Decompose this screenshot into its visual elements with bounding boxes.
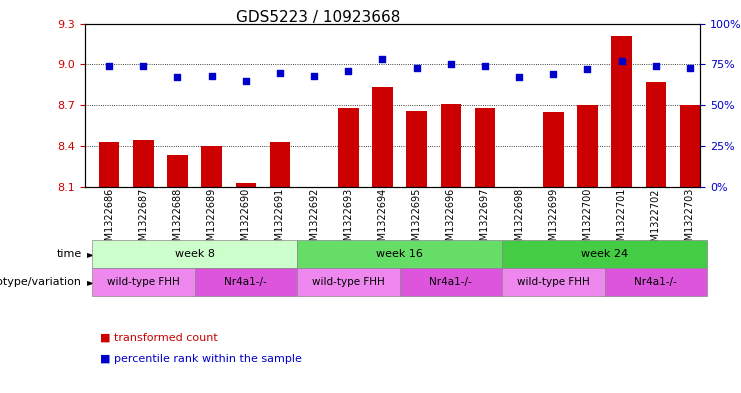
Point xyxy=(684,64,696,71)
Point xyxy=(171,74,183,81)
Point xyxy=(445,61,456,68)
Bar xyxy=(270,142,290,187)
Text: week 24: week 24 xyxy=(581,249,628,259)
Point xyxy=(650,63,662,69)
Bar xyxy=(441,104,461,187)
Point xyxy=(616,58,628,64)
Point xyxy=(137,63,149,69)
Bar xyxy=(338,108,359,187)
Text: wild-type FHH: wild-type FHH xyxy=(312,277,385,287)
Point xyxy=(342,68,354,74)
Text: genotype/variation: genotype/variation xyxy=(0,277,82,287)
Point xyxy=(479,63,491,69)
Bar xyxy=(611,36,632,187)
Text: Nr4a1-/-: Nr4a1-/- xyxy=(225,277,268,287)
Text: week 16: week 16 xyxy=(376,249,423,259)
Text: Nr4a1-/-: Nr4a1-/- xyxy=(634,277,677,287)
Bar xyxy=(577,105,598,187)
Text: ■ transformed count: ■ transformed count xyxy=(100,332,218,343)
Point xyxy=(240,77,252,84)
Point xyxy=(206,73,218,79)
Bar xyxy=(645,82,666,187)
Text: GDS5223 / 10923668: GDS5223 / 10923668 xyxy=(236,10,401,25)
Point xyxy=(582,66,594,72)
Bar xyxy=(167,155,187,187)
Text: time: time xyxy=(56,249,82,259)
Text: ■ percentile rank within the sample: ■ percentile rank within the sample xyxy=(100,354,302,364)
Point xyxy=(548,71,559,77)
Bar xyxy=(679,105,700,187)
Bar xyxy=(543,112,564,187)
Point xyxy=(376,56,388,62)
Text: wild-type FHH: wild-type FHH xyxy=(517,277,590,287)
Bar xyxy=(202,146,222,187)
Bar xyxy=(99,142,119,187)
Point xyxy=(411,64,422,71)
Text: week 8: week 8 xyxy=(175,249,215,259)
Text: wild-type FHH: wild-type FHH xyxy=(107,277,179,287)
Text: Nr4a1-/-: Nr4a1-/- xyxy=(430,277,472,287)
Point xyxy=(514,74,525,81)
Bar xyxy=(133,140,153,187)
Bar xyxy=(406,110,427,187)
Point xyxy=(274,69,286,75)
Point xyxy=(103,63,115,69)
Bar xyxy=(236,183,256,187)
Bar xyxy=(475,108,495,187)
Point xyxy=(308,73,320,79)
Bar xyxy=(372,88,393,187)
Text: ►: ► xyxy=(87,249,95,259)
Text: ►: ► xyxy=(87,277,95,287)
